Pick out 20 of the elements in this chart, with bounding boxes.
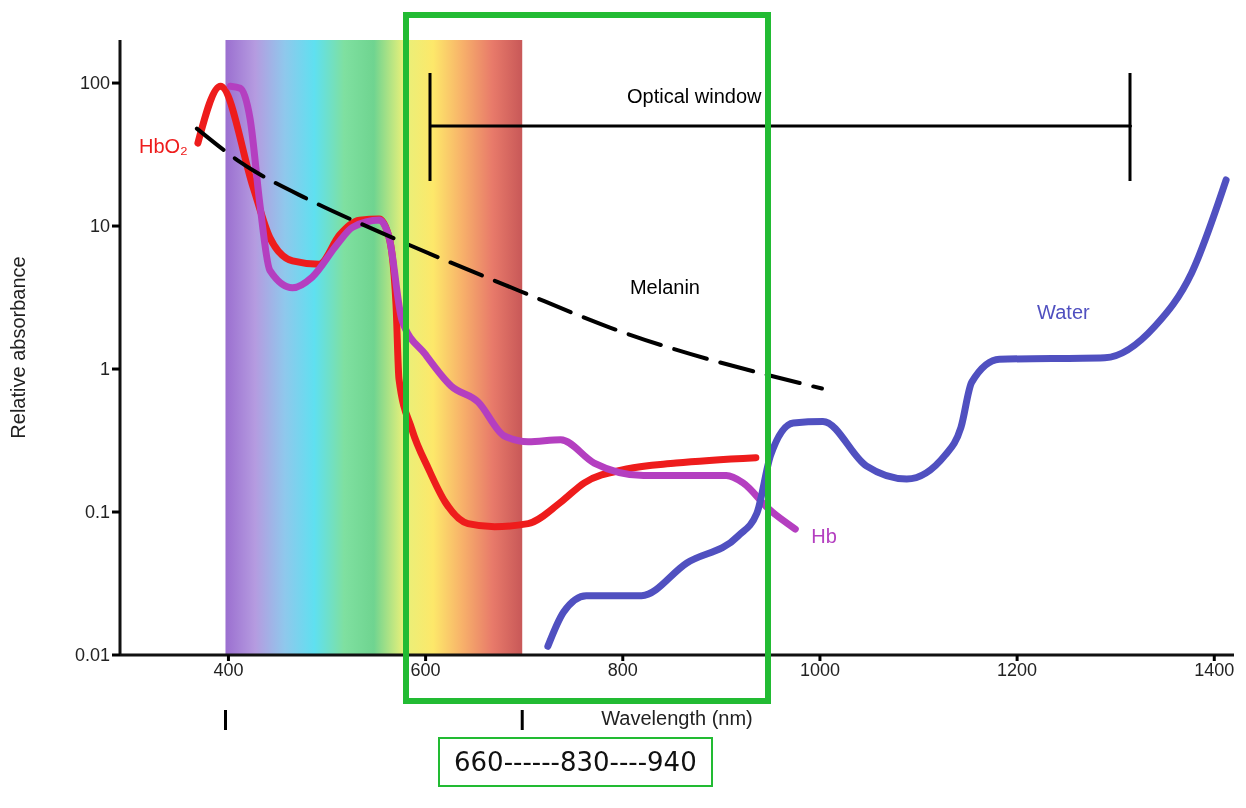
line-series [194,126,824,391]
series-label: Water [1037,301,1090,324]
y-tick-label: 0.1 [84,502,110,523]
x-tick-label: 800 [607,659,638,680]
series-label: HbO₂ [138,135,188,158]
y-tick-label: 100 [79,73,110,94]
y-tick-label: 10 [89,216,110,237]
x-tick-label: 600 [410,659,441,680]
x-tick-label: 1000 [799,659,840,680]
x-tick-label: 400 [213,659,244,680]
y-tick-label: 1 [99,359,110,380]
y-tick-label: 0.01 [74,645,110,666]
series-label: Melanin [629,275,700,298]
series-label: Hb [811,525,837,548]
x-tick-label: 1200 [997,659,1038,680]
y-axis-title: Relative absorbance [7,256,30,439]
text: 660------830----940 [438,737,713,787]
x-tick-label: 1400 [1194,659,1235,680]
x-axis-title: Wavelength (nm) [601,707,753,729]
annotation: Optical window [627,84,762,108]
